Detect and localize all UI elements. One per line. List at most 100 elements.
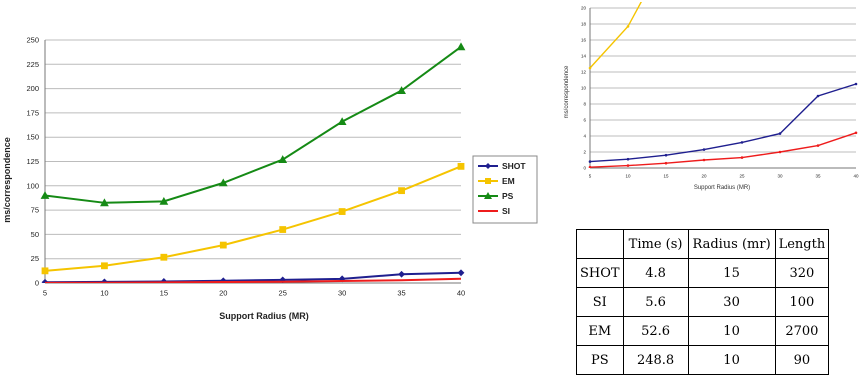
series-line-ps <box>44 45 462 204</box>
y-tick-label: 14 <box>581 54 587 59</box>
stats-table: Time (s) Radius (mr) Length SHOT 4.8 15 … <box>576 229 830 375</box>
main-x-axis-label: Support Radius (MR) <box>219 311 309 321</box>
legend-label: PS <box>502 191 514 201</box>
data-point-si <box>588 165 592 168</box>
table-row: PS 248.8 10 90 <box>576 345 830 375</box>
data-point-si <box>854 131 858 135</box>
table-header-cell: Length <box>774 229 830 259</box>
y-tick-label: 25 <box>31 254 39 263</box>
data-point-em <box>101 262 108 270</box>
x-tick-label: 25 <box>739 174 745 179</box>
data-point-shot <box>457 269 465 277</box>
y-tick-label: 0 <box>583 166 586 171</box>
x-tick-label: 30 <box>338 289 346 298</box>
table-row: EM 52.6 10 2700 <box>576 316 830 346</box>
x-tick-label: 15 <box>160 289 168 298</box>
x-tick-label: 20 <box>219 289 227 298</box>
table-cell: 15 <box>687 258 776 288</box>
data-point-shot <box>854 82 858 86</box>
series-line-si <box>589 132 857 168</box>
x-tick-label: 20 <box>701 174 707 179</box>
data-point-si <box>664 161 668 165</box>
data-point-si <box>626 164 630 167</box>
series-line-em <box>44 165 462 272</box>
zoom-y-axis-label: ms/correspondence <box>564 65 570 118</box>
table-row-label: SI <box>576 287 624 317</box>
table-cell: 2700 <box>774 316 830 346</box>
table-cell: 248.8 <box>622 345 689 375</box>
y-tick-label: 225 <box>26 60 39 69</box>
table-header-cell: Time (s) <box>622 229 689 259</box>
series-line-si <box>44 277 462 283</box>
data-point-ps <box>159 196 169 205</box>
legend-marker-ps <box>484 192 492 199</box>
y-tick-label: 12 <box>581 70 587 75</box>
x-tick-label: 5 <box>43 289 47 298</box>
table-cell: 10 <box>687 345 776 375</box>
legend-label: EM <box>502 176 515 186</box>
table-cell: 100 <box>774 287 830 317</box>
table-cell: 90 <box>774 345 830 375</box>
x-tick-label: 5 <box>589 174 592 179</box>
legend-marker-shot <box>485 163 491 169</box>
x-tick-label: 35 <box>815 174 821 179</box>
data-point-si <box>740 156 744 159</box>
data-point-ps <box>100 198 109 207</box>
data-point-em <box>457 162 465 170</box>
x-tick-label: 30 <box>777 174 783 179</box>
data-point-shot <box>816 94 820 98</box>
y-tick-label: 8 <box>583 102 586 107</box>
data-point-em <box>279 226 287 233</box>
data-point-shot <box>664 153 668 157</box>
data-point-si <box>778 150 782 154</box>
y-tick-label: 175 <box>26 108 39 117</box>
data-point-ps <box>397 86 406 94</box>
y-tick-label: 4 <box>583 134 586 139</box>
y-tick-label: 100 <box>26 181 39 190</box>
y-tick-label: 6 <box>583 118 586 123</box>
y-tick-label: 18 <box>581 22 587 27</box>
data-point-ps <box>337 117 347 126</box>
y-tick-label: 200 <box>26 84 39 93</box>
table-cell: 10 <box>687 316 776 346</box>
x-tick-label: 15 <box>663 174 669 179</box>
data-point-ps <box>456 42 466 51</box>
legend-label: SHOT <box>502 161 526 171</box>
zoom-x-axis-label: Support Radius (MR) <box>694 185 750 191</box>
data-point-si <box>816 144 820 147</box>
main-y-axis-label: ms/correspondence <box>2 137 12 223</box>
table-row: SI 5.6 30 100 <box>576 287 830 317</box>
x-tick-label: 35 <box>397 289 405 298</box>
x-tick-label: 25 <box>279 289 287 298</box>
main-legend: SHOT EM PS SI <box>472 155 538 224</box>
y-tick-label: 16 <box>581 38 587 43</box>
table-header-row: Time (s) Radius (mr) Length <box>576 229 830 259</box>
table-row-label: EM <box>576 316 624 346</box>
y-tick-label: 20 <box>581 6 587 11</box>
y-tick-label: 150 <box>26 133 39 142</box>
table-row-label: PS <box>576 345 624 375</box>
data-point-em <box>626 25 630 28</box>
table-corner-cell <box>576 229 624 259</box>
data-point-ps <box>278 155 288 163</box>
data-point-si <box>702 158 706 162</box>
y-tick-label: 250 <box>26 36 39 45</box>
zoom-line-chart: ms/correspondence Support Radius (MR) 0 2… <box>564 2 859 191</box>
data-point-shot <box>588 160 592 163</box>
data-point-ps <box>218 178 228 187</box>
x-tick-label: 10 <box>100 289 108 298</box>
data-point-shot <box>778 132 782 135</box>
table-row: SHOT 4.8 15 320 <box>576 258 830 288</box>
table-cell: 4.8 <box>622 258 689 288</box>
data-point-shot <box>702 148 706 151</box>
data-point-em <box>219 241 227 249</box>
table-header-cell: Radius (mr) <box>687 229 776 259</box>
data-point-em <box>398 187 405 195</box>
main-line-chart: ms/correspondence Support Radius (MR) 0 2… <box>2 36 538 321</box>
legend-marker-em <box>485 178 491 184</box>
data-point-em <box>338 208 346 215</box>
data-point-em <box>588 66 592 70</box>
y-tick-label: 2 <box>583 150 586 155</box>
y-tick-label: 75 <box>31 206 39 215</box>
y-tick-label: 50 <box>31 230 39 239</box>
